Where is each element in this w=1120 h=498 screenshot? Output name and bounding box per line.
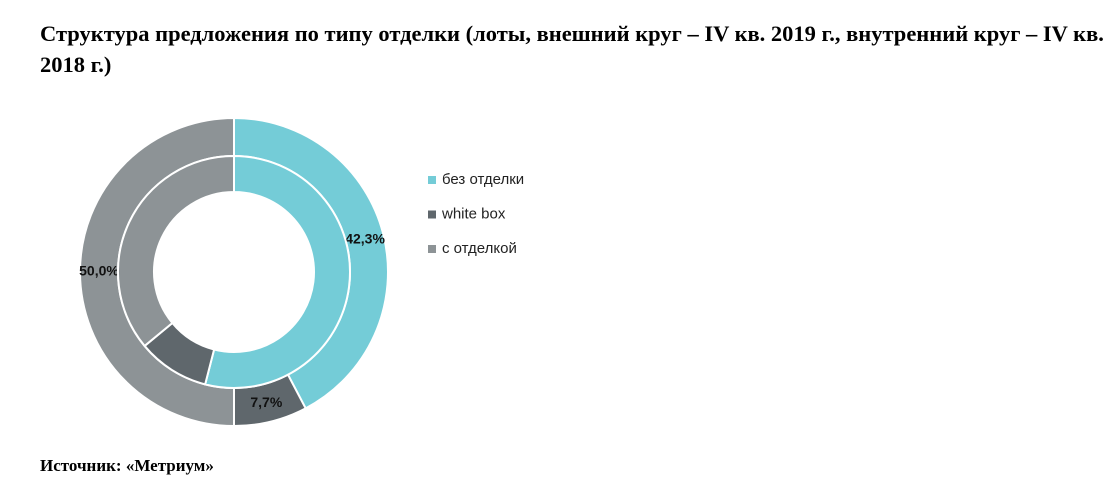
- data-label: 42,3%: [345, 230, 385, 246]
- data-label: 50,0%: [79, 263, 119, 279]
- source: Источник: «Метриум»: [40, 456, 214, 475]
- chart: 42,3% 7,7% 50,0% без отделки white box с отде…: [79, 116, 524, 428]
- legend-swatch: [428, 210, 436, 219]
- donut-segment: [117, 154, 235, 348]
- legend-label: с отделкой: [442, 240, 517, 257]
- data-label: 7,7%: [250, 394, 282, 410]
- legend-label: без отделки: [442, 171, 524, 188]
- legend-label: white box: [441, 205, 506, 222]
- legend-swatch: [428, 176, 436, 184]
- chart-title: Структура предложения по типу отделки (л…: [40, 21, 1104, 77]
- donut-segment: [203, 154, 351, 389]
- legend-swatch: [428, 245, 436, 253]
